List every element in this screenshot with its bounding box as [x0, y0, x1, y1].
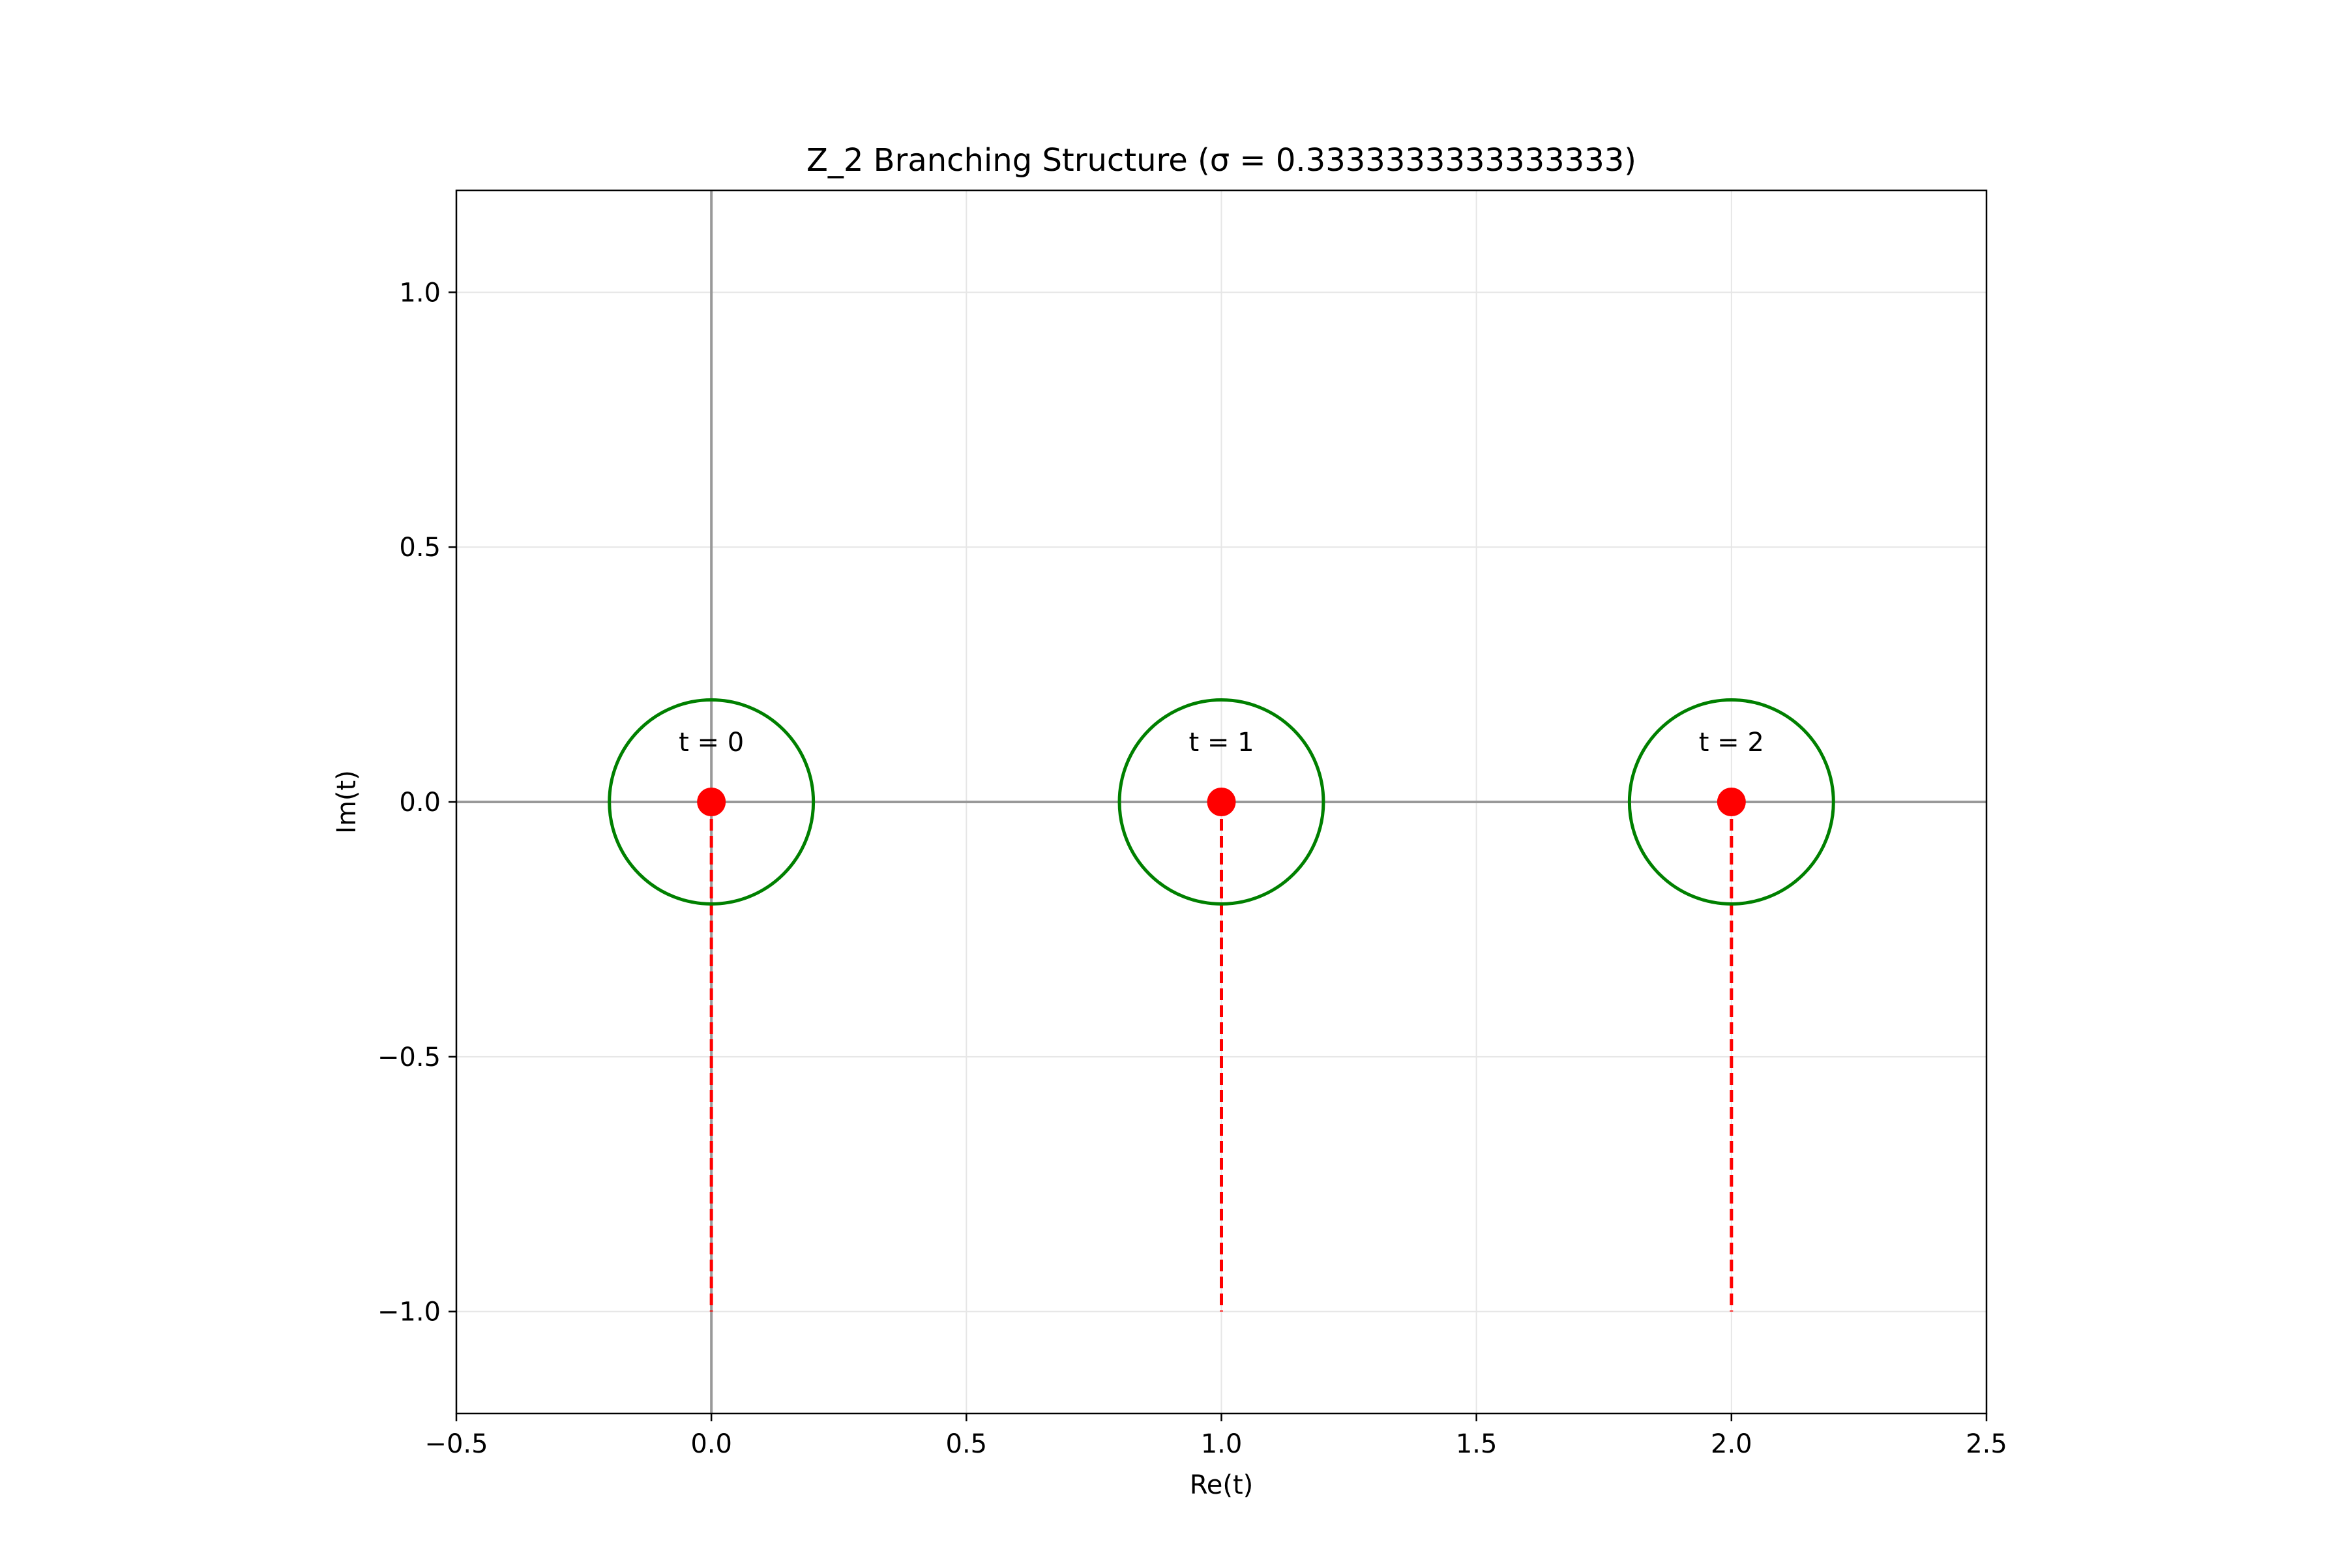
- contour-circle: [1117, 698, 1325, 906]
- branch-cuts: [709, 802, 1734, 1312]
- y-tick-label: 0.0: [399, 788, 441, 818]
- y-tick-label: −0.5: [377, 1043, 441, 1072]
- branch-point: [1717, 788, 1746, 816]
- y-tick-label: 1.0: [399, 278, 441, 308]
- y-tick-label: 0.5: [399, 533, 441, 563]
- x-tick-label: 1.0: [1201, 1429, 1243, 1459]
- x-tick-label: 2.0: [1711, 1429, 1752, 1459]
- point-labels: t = 0 t = 1 t = 2: [679, 728, 1764, 758]
- contour-circle: [1627, 698, 1835, 906]
- branch-point: [697, 788, 726, 816]
- x-axis-label: Re(t): [1190, 1470, 1254, 1500]
- x-tick-label: 2.5: [1966, 1429, 2007, 1459]
- x-tick-label: 1.5: [1456, 1429, 1498, 1459]
- y-tick-label: −1.0: [377, 1297, 441, 1327]
- branch-point: [1207, 788, 1236, 816]
- branch-point-label: t = 1: [1188, 728, 1254, 758]
- contour-circle: [608, 698, 816, 906]
- y-axis-label: Im(t): [332, 770, 362, 834]
- branch-points: [697, 788, 1746, 816]
- x-tick-label: −0.5: [424, 1429, 488, 1459]
- x-tick-label: 0.0: [690, 1429, 732, 1459]
- branch-point-label: t = 2: [1699, 728, 1764, 758]
- chart-title: Z_2 Branching Structure (σ = 0.333333333…: [806, 142, 1636, 179]
- circles: [608, 698, 1835, 906]
- branch-point-label: t = 0: [679, 728, 744, 758]
- x-tick-label: 0.5: [946, 1429, 988, 1459]
- x-axis-ticks: −0.5 0.0 0.5 1.0 1.5 2.0 2.5: [424, 1413, 2007, 1459]
- y-axis-ticks: −1.0 −0.5 0.0 0.5 1.0: [377, 278, 456, 1327]
